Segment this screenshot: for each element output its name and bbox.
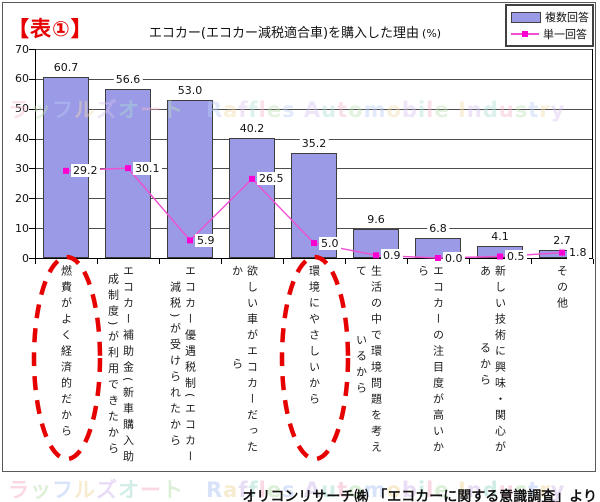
watermark-char-en: R (206, 478, 224, 502)
legend: 複数回答 単一回答 (505, 4, 594, 47)
category-label-column: その他 (555, 265, 569, 313)
y-tick-mark (29, 108, 35, 110)
bar-value-label: 2.7 (551, 233, 573, 247)
watermark-char-jp: ル (74, 478, 96, 502)
line-value-label: 1.8 (567, 246, 589, 260)
y-axis-line (35, 49, 36, 258)
y-tick-label: 30 (15, 161, 29, 175)
legend-label-bar: 複数回答 (545, 11, 589, 25)
watermark-char-jp: ッ (30, 478, 52, 502)
category-label-column: 欲しい車がエコカーだったか (230, 265, 259, 457)
line-value-label: 0.0 (443, 251, 465, 265)
bar-value-label: 9.6 (365, 213, 387, 227)
y-tick-label: 0 (22, 251, 29, 265)
gridline (35, 108, 593, 110)
watermark-char-en: a (223, 478, 239, 502)
category-label-column: 成制度)が利用できたから (106, 273, 120, 459)
category-label-column: ら (230, 358, 244, 374)
line-series-swatch (511, 30, 539, 37)
category-label-column: いるから (354, 334, 368, 398)
y-tick-mark (29, 78, 35, 80)
y-tick-mark (29, 138, 35, 140)
category-label-column: 燃費がよく経済的だから (59, 265, 73, 441)
bar-series-swatch (511, 11, 541, 23)
line-marker-icon (522, 30, 528, 37)
gridline (35, 78, 593, 80)
line-value-label: 5.9 (195, 233, 217, 247)
line-value-label: 30.1 (133, 161, 162, 175)
y-tick-mark (29, 228, 35, 230)
category-tick (221, 259, 222, 264)
y-tick-mark (29, 168, 35, 170)
category-tick (593, 259, 594, 264)
watermark-char-jp: ー (140, 478, 162, 502)
bar-value-label: 6.8 (427, 221, 449, 235)
table-number-tag: 【表①】 (8, 17, 93, 41)
category-tick (531, 259, 532, 264)
y-tick-label: 40 (15, 132, 29, 146)
bar-value-label: 40.2 (237, 121, 267, 135)
bar-value-label: 53.0 (175, 83, 205, 97)
chart-title-unit: (%) (422, 27, 442, 40)
legend-label-line: 単一回答 (543, 27, 587, 41)
category-label-column: エコカー補助金(新車購入助 (121, 265, 135, 467)
category-tick (97, 259, 98, 264)
category-label-column: 環境にやさしいから (307, 265, 321, 409)
category-label-column: エコカーの注目度が高いから (416, 265, 445, 457)
bar-value-label: 4.1 (489, 229, 511, 243)
source-caption: オリコンリサーチ㈱ 「エコカーに関する意識調査」より (242, 489, 597, 502)
line-value-label: 26.5 (257, 172, 286, 186)
bar-value-label: 35.2 (299, 136, 329, 150)
category-tick (159, 259, 160, 264)
bar-value-label: 56.6 (113, 73, 143, 86)
gridline (35, 49, 593, 50)
watermark-char-jp: ト (162, 478, 184, 502)
y-tick-label: 70 (15, 42, 29, 56)
y-tick-label: 60 (15, 72, 29, 86)
category-tick (407, 259, 408, 264)
watermark-char-jp: フ (52, 478, 74, 502)
category-tick (345, 259, 346, 264)
chart-title-text: エコカー(エコカー減税適合車)を購入した理由 (148, 26, 420, 41)
y-tick-mark (29, 198, 35, 200)
y-tick-label: 50 (15, 102, 29, 116)
watermark-char-jp: オ (118, 478, 140, 502)
category-label-column: 新しい技術に興味・関心があ (478, 265, 507, 457)
category-label-column: 生活の中で環境問題を考えて (354, 265, 383, 457)
category-tick (35, 259, 36, 264)
y-tick-label: 20 (15, 191, 29, 205)
y-tick-label: 10 (15, 221, 29, 235)
legend-item-line: 単一回答 (511, 26, 588, 42)
watermark-char-jp: ズ (96, 478, 118, 502)
bar-value-label: 60.7 (51, 60, 81, 74)
chart-title: エコカー(エコカー減税適合車)を購入した理由 (%) (110, 22, 480, 41)
category-label-column: るから (478, 342, 492, 390)
line-value-label: 0.9 (381, 248, 403, 262)
category-label-column: 減税)が受けられたから (168, 281, 182, 451)
category-label-column: エコカー優遇税制(エコカー (183, 265, 197, 467)
watermark-char-jp: ラ (8, 478, 30, 502)
line-value-label: 29.2 (71, 164, 100, 178)
y-tick-mark (29, 49, 35, 50)
line-value-label: 0.5 (505, 250, 527, 263)
line-value-label: 5.0 (319, 236, 341, 250)
category-tick (469, 259, 470, 264)
category-tick (283, 259, 284, 264)
legend-item-bar: 複数回答 (511, 9, 589, 25)
plot-right-border (592, 49, 593, 258)
bar (229, 137, 275, 258)
